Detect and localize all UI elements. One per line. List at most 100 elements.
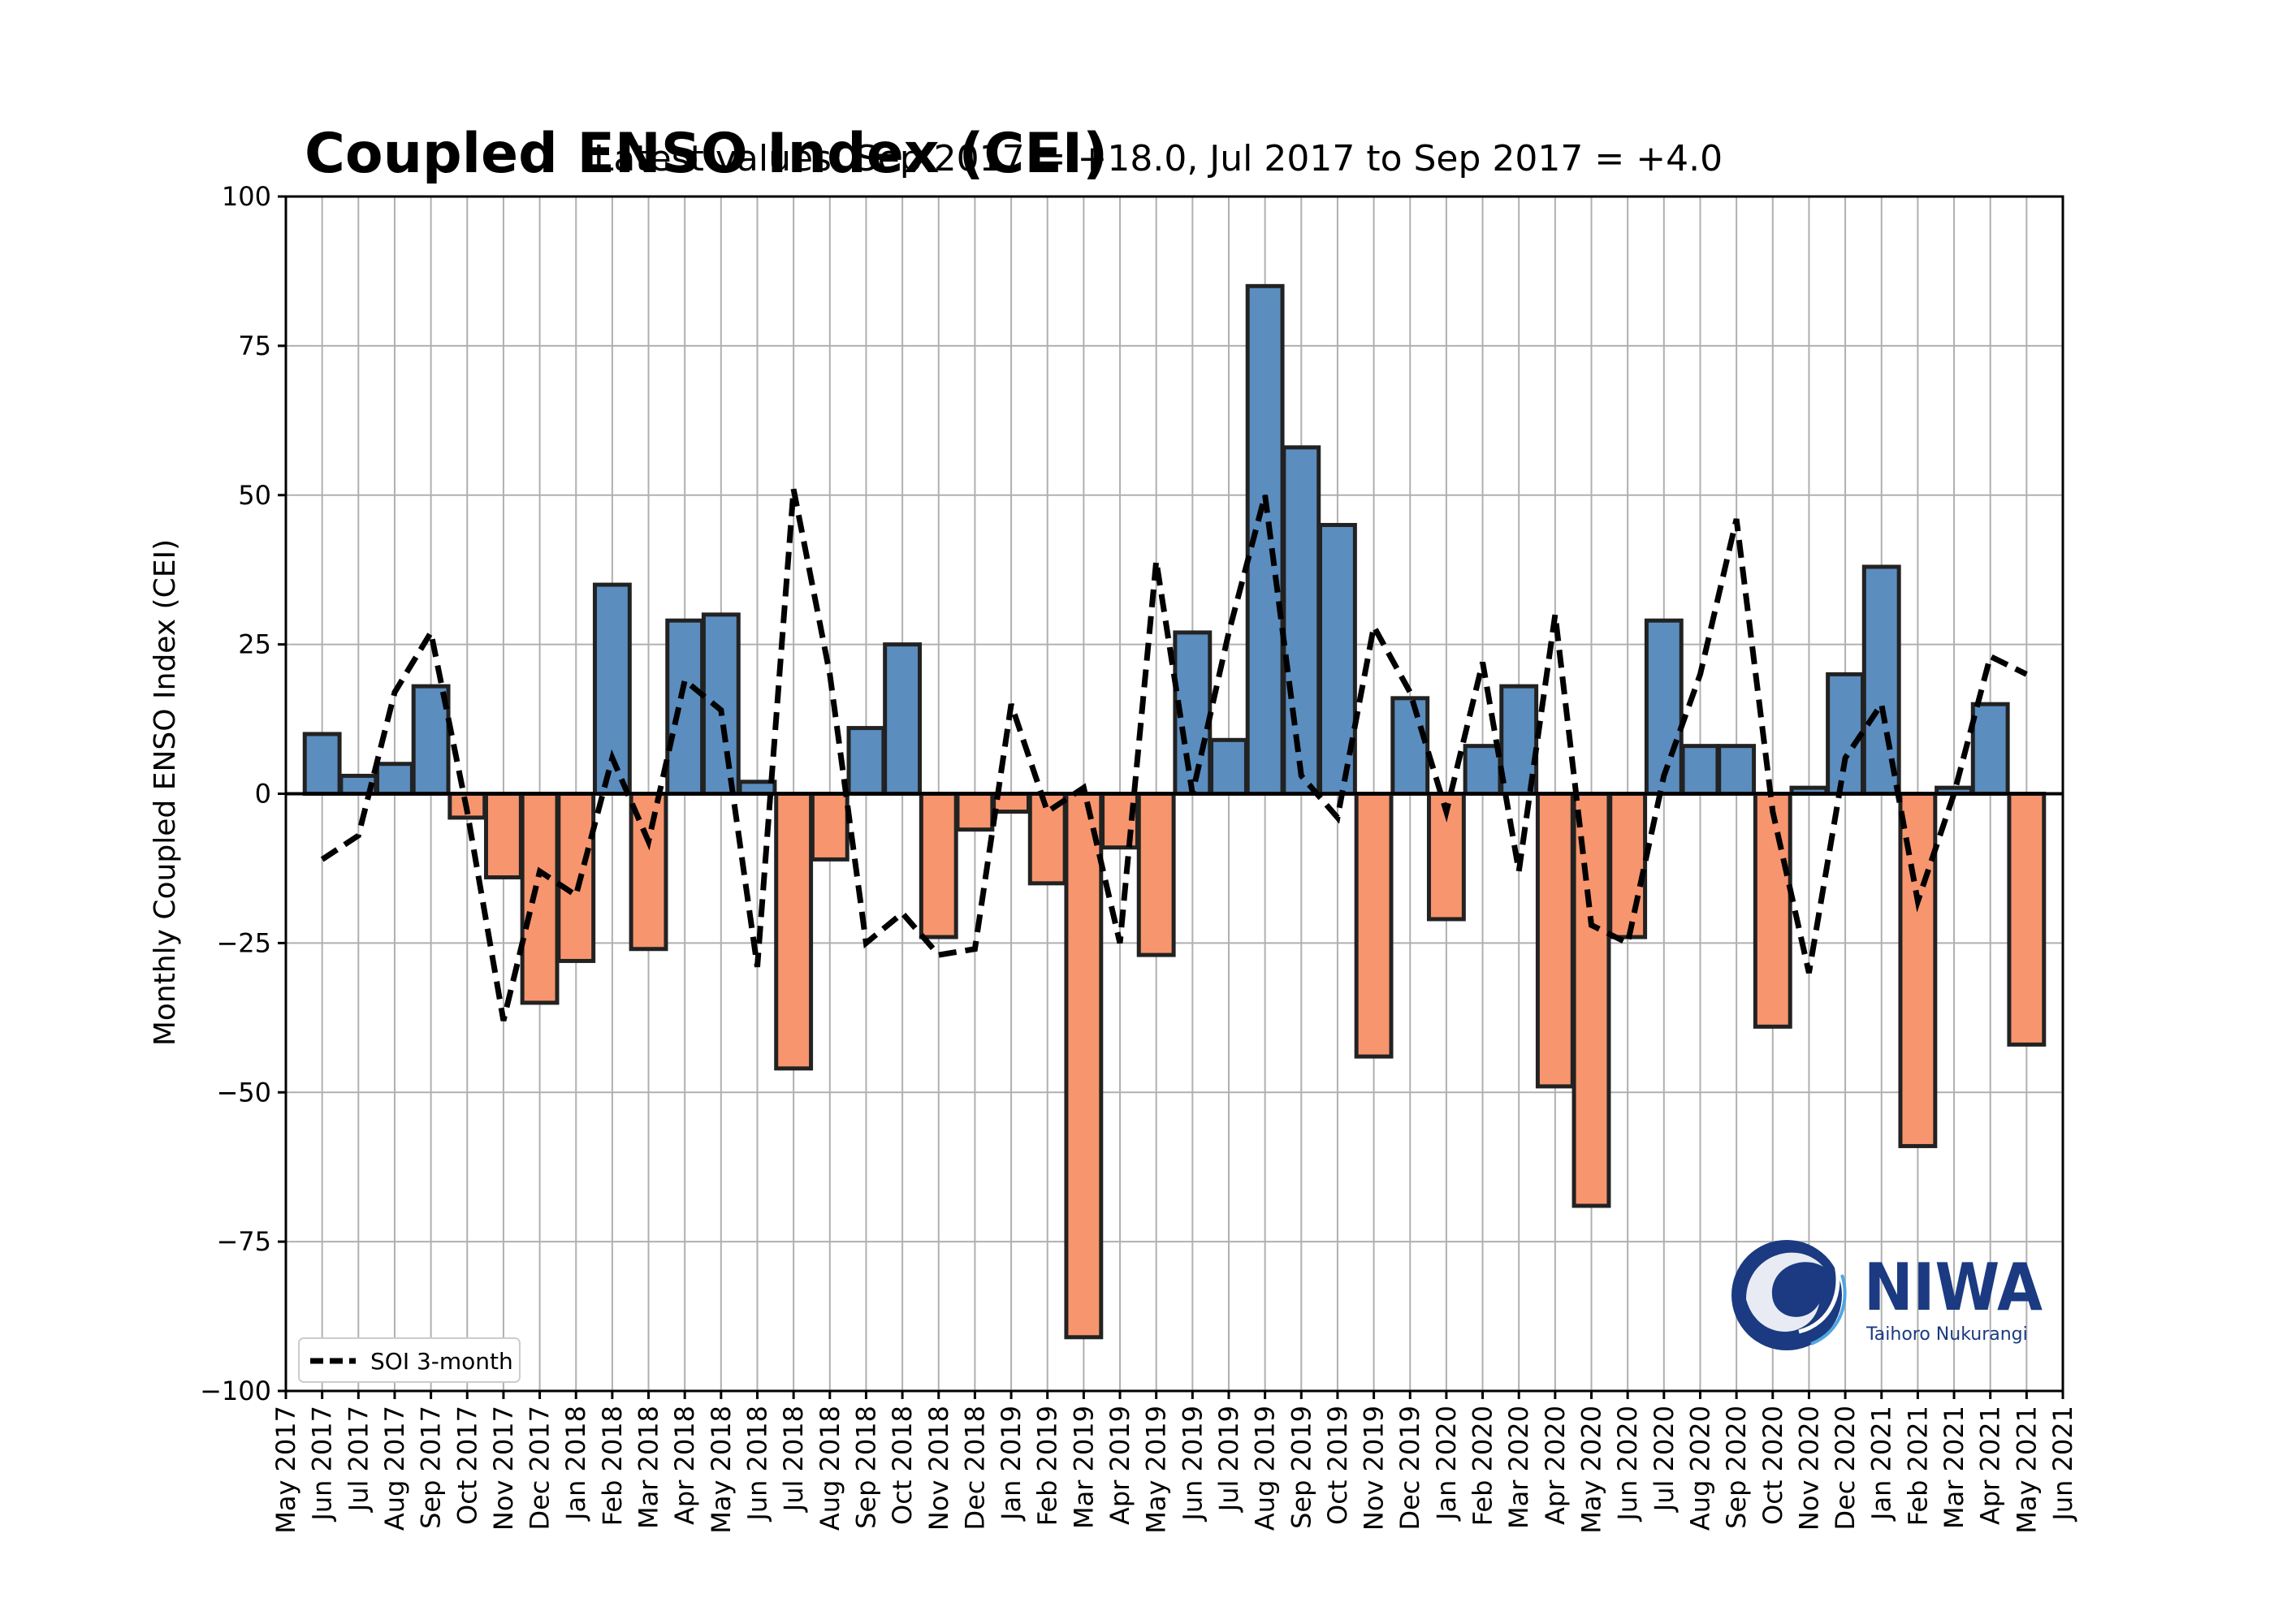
x-tick-label: Aug 2018 bbox=[815, 1406, 845, 1531]
legend: SOI 3-month bbox=[298, 1337, 521, 1383]
x-tick-label: May 2019 bbox=[1141, 1406, 1172, 1534]
x-tick-label: May 2017 bbox=[270, 1406, 301, 1534]
niwa-swirl-icon bbox=[1731, 1240, 1847, 1350]
x-tick-label: Jul 2020 bbox=[1649, 1406, 1680, 1513]
bar bbox=[955, 792, 995, 832]
bar bbox=[1571, 792, 1611, 1208]
bar bbox=[1064, 792, 1104, 1340]
x-tick-label: Jun 2020 bbox=[1612, 1406, 1643, 1522]
y-tick-label: −100 bbox=[200, 1376, 271, 1406]
x-tick-label: Dec 2020 bbox=[1830, 1406, 1861, 1531]
x-tick-label: Jun 2021 bbox=[2047, 1406, 2078, 1522]
x-tick-label: Sep 2020 bbox=[1721, 1406, 1752, 1529]
bar bbox=[1644, 618, 1684, 797]
x-tick-label: Sep 2017 bbox=[416, 1406, 447, 1529]
x-tick-label: Nov 2017 bbox=[488, 1406, 519, 1531]
x-tick-label: Nov 2019 bbox=[1359, 1406, 1390, 1531]
x-tick-label: Jul 2018 bbox=[778, 1406, 809, 1513]
y-tick-label: −25 bbox=[216, 927, 271, 958]
bar bbox=[1027, 792, 1067, 886]
bars bbox=[302, 283, 2047, 1340]
x-tick-label: Jul 2017 bbox=[343, 1406, 374, 1513]
bar bbox=[302, 732, 342, 797]
x-tick-label: Nov 2018 bbox=[923, 1406, 954, 1531]
x-tick-label: Feb 2020 bbox=[1468, 1406, 1498, 1526]
bar bbox=[1136, 792, 1176, 957]
bar bbox=[1390, 696, 1430, 797]
bar bbox=[665, 618, 705, 797]
bar bbox=[701, 612, 741, 796]
x-tick-label: Oct 2020 bbox=[1757, 1406, 1788, 1525]
chart-subtitle: Latest values: Sep 2017 = +18.0, Jul 201… bbox=[594, 138, 1723, 179]
y-axis-ticks: −100 −75 −50 −25 0 25 50 75 100 bbox=[200, 181, 286, 1406]
x-tick-label: Feb 2018 bbox=[597, 1406, 628, 1526]
x-tick-label: Dec 2017 bbox=[525, 1406, 556, 1531]
x-tick-label: Sep 2018 bbox=[850, 1406, 881, 1529]
bar bbox=[2007, 792, 2047, 1047]
x-tick-label: Apr 2021 bbox=[1975, 1406, 2006, 1525]
bar bbox=[1354, 792, 1394, 1059]
bar bbox=[1608, 792, 1648, 939]
x-tick-label: Feb 2021 bbox=[1902, 1406, 1933, 1526]
y-tick-label: −75 bbox=[216, 1226, 271, 1257]
x-tick-label: Jan 2021 bbox=[1866, 1406, 1897, 1522]
bar bbox=[1535, 792, 1575, 1089]
x-tick-label: Feb 2019 bbox=[1032, 1406, 1063, 1526]
bar bbox=[919, 792, 958, 939]
bar bbox=[1282, 445, 1321, 796]
y-tick-label: 25 bbox=[238, 629, 271, 660]
bar bbox=[1861, 564, 1901, 796]
x-tick-label: Apr 2019 bbox=[1105, 1406, 1135, 1525]
x-tick-label: Jan 2018 bbox=[560, 1406, 591, 1522]
x-tick-label: Jan 2019 bbox=[996, 1406, 1027, 1522]
bar bbox=[1970, 702, 2010, 796]
bar bbox=[556, 792, 596, 963]
x-tick-label: Mar 2020 bbox=[1503, 1406, 1534, 1529]
x-axis-ticks: May 2017 Jun 2017 Jul 2017 Aug 2017 Sep 2017… bbox=[270, 1391, 2078, 1534]
x-tick-label: Sep 2019 bbox=[1286, 1406, 1316, 1529]
bar bbox=[1717, 744, 1757, 796]
bar bbox=[375, 762, 414, 796]
niwa-tagline: Taihoro Nukurangi bbox=[1865, 1324, 2028, 1345]
bar bbox=[1826, 672, 1865, 797]
x-tick-label: Dec 2019 bbox=[1394, 1406, 1425, 1531]
soi-3-month-line bbox=[320, 488, 2028, 1021]
x-tick-label: Mar 2018 bbox=[633, 1406, 664, 1529]
x-tick-label: May 2018 bbox=[706, 1406, 737, 1534]
bar bbox=[520, 792, 560, 1005]
niwa-logo: NIWA Taihoro Nukurangi bbox=[1731, 1240, 2043, 1350]
legend-label-soi: SOI 3-month bbox=[370, 1348, 513, 1375]
bar bbox=[483, 792, 523, 879]
bar bbox=[1463, 744, 1502, 796]
x-tick-label: May 2021 bbox=[2011, 1406, 2042, 1534]
x-tick-label: Aug 2020 bbox=[1684, 1406, 1715, 1531]
x-tick-label: May 2020 bbox=[1576, 1406, 1607, 1534]
niwa-wordmark: NIWA bbox=[1864, 1250, 2043, 1325]
x-tick-label: Nov 2020 bbox=[1793, 1406, 1824, 1531]
x-tick-label: Oct 2018 bbox=[887, 1406, 918, 1525]
y-tick-label: 0 bbox=[255, 779, 271, 810]
x-tick-label: Jan 2020 bbox=[1431, 1406, 1462, 1522]
chart-title: Coupled ENSO Index (CEI) bbox=[305, 122, 1108, 186]
x-tick-label: Oct 2019 bbox=[1322, 1406, 1353, 1525]
x-tick-label: Apr 2020 bbox=[1540, 1406, 1571, 1525]
x-tick-label: Apr 2018 bbox=[669, 1406, 700, 1525]
x-tick-label: Oct 2017 bbox=[452, 1406, 482, 1525]
x-tick-label: Jul 2019 bbox=[1213, 1406, 1244, 1513]
bar bbox=[810, 792, 850, 862]
bar bbox=[883, 642, 923, 796]
x-tick-label: Jun 2017 bbox=[307, 1406, 338, 1522]
y-tick-label: 50 bbox=[238, 480, 271, 511]
y-tick-label: −50 bbox=[216, 1077, 271, 1108]
y-axis-label: Monthly Coupled ENSO Index (CEI) bbox=[149, 539, 182, 1046]
x-tick-label: Aug 2019 bbox=[1250, 1406, 1281, 1531]
bar bbox=[846, 726, 886, 796]
y-tick-label: 100 bbox=[222, 181, 271, 212]
x-tick-label: Aug 2017 bbox=[379, 1406, 410, 1531]
bar bbox=[774, 792, 814, 1071]
bar bbox=[737, 780, 777, 796]
x-tick-label: Jun 2019 bbox=[1177, 1406, 1208, 1522]
x-tick-label: Jun 2018 bbox=[741, 1406, 772, 1522]
bar bbox=[1680, 744, 1720, 796]
